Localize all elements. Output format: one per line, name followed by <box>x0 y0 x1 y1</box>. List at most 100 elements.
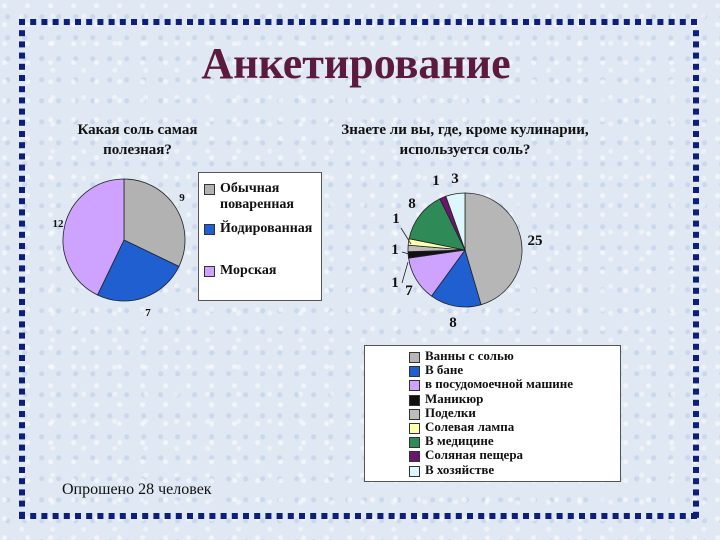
border-dot <box>691 19 697 25</box>
legend-label: В бане <box>425 362 464 378</box>
legend-label: Поделки <box>425 404 476 420</box>
border-dot <box>254 19 261 25</box>
border-dot <box>276 19 283 25</box>
border-dot <box>19 299 25 305</box>
pie-slice <box>96 239 180 302</box>
border-dot <box>693 119 699 126</box>
border-dot <box>332 19 339 25</box>
border-dot <box>693 455 699 462</box>
data-label: 9 <box>179 192 185 204</box>
border-dot <box>511 19 518 25</box>
border-dot <box>131 513 137 519</box>
border-dot <box>19 366 25 373</box>
legend-item: в посудомоечной машине <box>409 377 573 392</box>
legend-item: Солевая лампа <box>409 420 514 434</box>
legend-item: Маникюр <box>409 391 483 406</box>
border-dot <box>299 513 305 519</box>
border-dot <box>19 175 25 182</box>
border-dot <box>693 175 699 182</box>
border-dot <box>693 276 699 283</box>
border-dot <box>19 131 25 137</box>
legend-swatch <box>409 423 420 434</box>
legend-item: В медицине <box>409 433 494 449</box>
border-dot <box>187 19 193 25</box>
border-dot <box>19 422 25 429</box>
legend-swatch <box>409 380 420 392</box>
border-dot <box>343 513 350 519</box>
border-dot <box>693 332 699 339</box>
border-dot <box>19 321 25 328</box>
legend-label: Обычная поваренная <box>220 181 294 212</box>
border-dot <box>97 513 104 519</box>
data-label: 8 <box>449 315 457 331</box>
border-dot <box>646 513 653 519</box>
border-dot <box>366 513 373 519</box>
border-dot <box>142 513 149 519</box>
border-dot <box>693 41 699 48</box>
border-dot <box>411 513 417 519</box>
pie-slice <box>62 178 125 296</box>
border-dot <box>19 209 25 216</box>
legend-label: В медицине <box>425 433 494 449</box>
border-dot <box>75 513 81 519</box>
border-dot <box>567 19 574 25</box>
border-dot <box>623 19 630 25</box>
border-dot <box>131 19 137 25</box>
legend-label: Морская <box>220 263 277 278</box>
border-dot <box>19 310 25 317</box>
border-dot <box>231 19 238 25</box>
border-dot <box>411 19 417 25</box>
border-dot <box>693 97 699 104</box>
border-dot <box>19 164 25 171</box>
chart1-legend: Обычная поваренная Йодированная Морская <box>198 172 322 301</box>
data-label: 1 <box>392 211 400 227</box>
legend-item: Поделки <box>409 404 476 420</box>
border-dot <box>693 433 699 440</box>
border-dot <box>500 19 507 25</box>
border-dot <box>679 513 686 519</box>
border-dot <box>19 41 25 48</box>
legend-label: Соляная пещера <box>425 447 524 463</box>
border-dot <box>693 399 699 406</box>
border-dot <box>693 254 699 261</box>
border-dot <box>19 265 25 272</box>
label-leader-line <box>401 251 410 255</box>
border-dot <box>19 254 25 261</box>
border-dot <box>19 220 25 227</box>
border-dot <box>19 511 25 518</box>
border-dot <box>287 19 294 25</box>
border-dot <box>444 513 451 519</box>
border-dot <box>693 243 699 249</box>
border-dot <box>668 513 675 519</box>
border-dot <box>30 513 37 519</box>
legend-swatch <box>409 451 420 463</box>
border-dot <box>75 19 81 25</box>
border-dot <box>612 513 619 519</box>
border-dot <box>41 19 48 25</box>
border-dot <box>164 19 171 25</box>
border-dot <box>693 231 699 238</box>
border-dot <box>693 411 699 417</box>
label-leader-line <box>401 261 409 284</box>
border-dot <box>265 513 272 519</box>
border-dot <box>693 366 699 373</box>
border-dot <box>523 19 529 25</box>
border-dot <box>657 513 664 519</box>
legend-item: В бане <box>409 362 464 378</box>
border-dot <box>220 19 227 25</box>
border-dot <box>19 276 25 283</box>
border-dot <box>108 513 115 519</box>
survey-note: Опрошено 28 человек <box>62 481 212 498</box>
border-dot <box>693 310 699 317</box>
border-dot <box>19 243 25 249</box>
border-dot <box>433 513 440 519</box>
data-label: 1 <box>432 173 440 189</box>
border-dot <box>545 513 552 519</box>
border-dot <box>377 19 384 25</box>
border-dot <box>478 513 485 519</box>
border-dot <box>299 19 305 25</box>
border-dot <box>86 19 93 25</box>
legend-swatch <box>409 352 420 363</box>
border-dot <box>220 513 227 519</box>
